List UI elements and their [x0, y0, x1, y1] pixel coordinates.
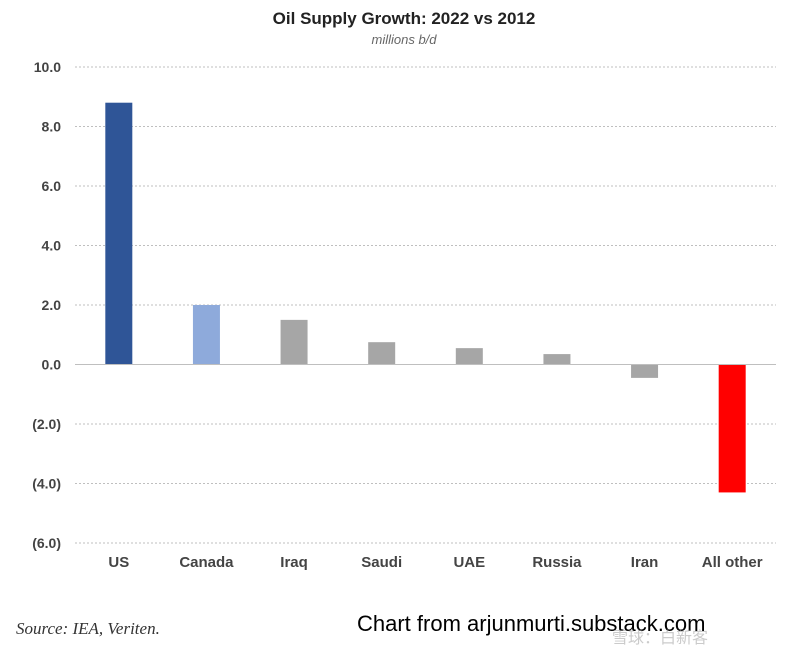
- x-tick-label: Saudi: [361, 554, 402, 571]
- bar-canada: [192, 305, 220, 365]
- x-tick-label: Iran: [631, 554, 659, 571]
- y-tick-label: 2.0: [42, 297, 62, 313]
- x-tick-label: US: [108, 554, 129, 571]
- y-tick-label: 10.0: [34, 59, 61, 75]
- bar-iran: [631, 364, 659, 378]
- x-tick-label: All other: [702, 554, 763, 571]
- watermark: 雪球：白新客: [612, 628, 709, 647]
- chart-title: Oil Supply Growth: 2022 vs 2012: [272, 9, 536, 28]
- source-note: Source: IEA, Veriten.: [16, 619, 160, 638]
- y-tick-label: 0.0: [42, 357, 62, 373]
- bar-russia: [543, 354, 571, 365]
- x-tick-label: Canada: [179, 554, 234, 571]
- bars: [105, 102, 746, 493]
- bar-us: [105, 102, 133, 365]
- y-tick-label: 6.0: [42, 178, 62, 194]
- x-tick-label: Russia: [532, 554, 582, 571]
- y-tick-label: (4.0): [32, 476, 61, 492]
- bar-saudi: [368, 342, 396, 365]
- bar-uae: [455, 348, 483, 365]
- x-tick-label: UAE: [453, 554, 485, 571]
- chart-credit: Chart from arjunmurti.substack.com: [357, 611, 706, 636]
- x-tick-label: Iraq: [280, 554, 308, 571]
- x-axis: US Canada Iraq Saudi UAE Russia Iran All other: [108, 554, 762, 571]
- bar-all-other: [718, 364, 746, 493]
- y-tick-label: (2.0): [32, 416, 61, 432]
- gridlines: [75, 66, 776, 544]
- y-tick-label: 4.0: [42, 238, 62, 254]
- bar-iraq: [280, 319, 308, 365]
- y-tick-label: 8.0: [42, 119, 62, 135]
- y-axis: 10.0 8.0 6.0 4.0 2.0 0.0 (2.0) (4.0) (6.0): [32, 59, 61, 551]
- chart-subtitle: millions b/d: [371, 32, 437, 47]
- y-tick-label: (6.0): [32, 535, 61, 551]
